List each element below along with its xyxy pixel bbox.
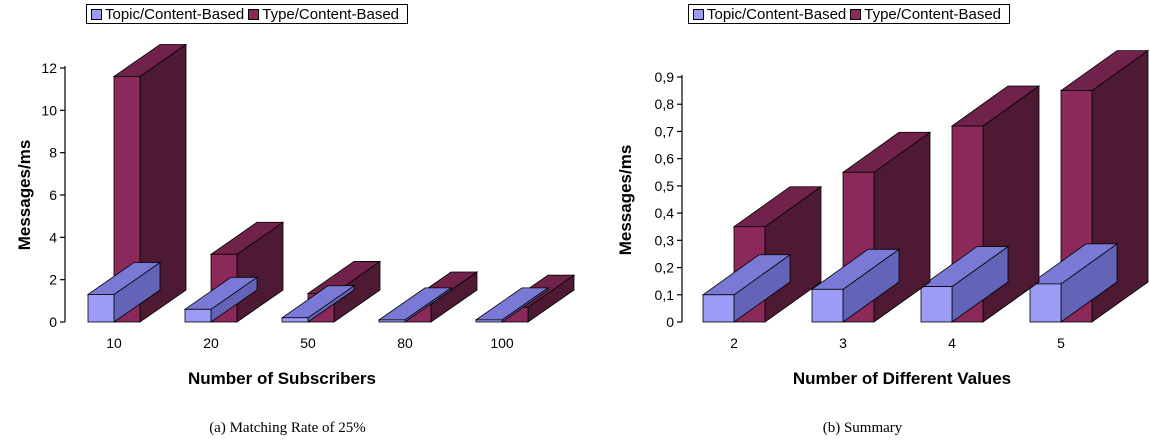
legend-label-topic: Topic/Content-Based bbox=[105, 5, 245, 23]
bar-topic-20-front bbox=[184, 308, 212, 323]
bar-topic-50-front bbox=[281, 317, 309, 323]
y-tick-label: 0 bbox=[49, 314, 57, 330]
x-tick-label: 5 bbox=[1057, 335, 1065, 351]
y-tick-label: 4 bbox=[49, 229, 57, 245]
bar-topic-4-front bbox=[920, 286, 953, 323]
y-axis-title: Messages/ms bbox=[616, 145, 635, 256]
x-tick-label: 4 bbox=[948, 335, 956, 351]
bar-chart-b: 0 0,1 0,2 0,3 0,4 0,5 0,6 0,7 0,8 0,9 2 3 4 5 Number o… bbox=[616, 49, 1150, 388]
legend-a: Topic/Content-Based Type/Content-Based bbox=[86, 4, 409, 24]
legend-swatch-topic bbox=[693, 8, 704, 20]
y-tick-label: 6 bbox=[49, 187, 57, 203]
bar-topic-2 bbox=[701, 254, 792, 323]
x-axis-title: Number of Different Values bbox=[793, 369, 1011, 388]
legend-item-type: Type/Content-Based bbox=[850, 6, 1001, 23]
bar-topic-10-front bbox=[87, 294, 115, 323]
bar-topic-5-front bbox=[1029, 283, 1062, 323]
bar-topic-100 bbox=[474, 287, 550, 323]
bar-topic-3 bbox=[810, 248, 901, 323]
x-tick-label: 100 bbox=[490, 335, 514, 351]
x-axis-title: Number of Subscribers bbox=[188, 369, 376, 388]
x-tick-label: 20 bbox=[203, 335, 219, 351]
y-tick-label: 0,2 bbox=[655, 260, 675, 276]
y-tick-label: 0,4 bbox=[655, 205, 675, 221]
y-tick-label: 10 bbox=[41, 102, 57, 118]
legend-swatch-type bbox=[850, 8, 862, 20]
bar-topic-80-front bbox=[378, 319, 406, 323]
bar-topic-80 bbox=[377, 287, 453, 323]
caption-b: (b) Summary bbox=[822, 420, 903, 436]
chart-panel-b: Topic/Content-Based Type/Content-Based 0… bbox=[575, 0, 1150, 448]
x-tick-label: 3 bbox=[839, 335, 847, 351]
x-tick-label: 50 bbox=[300, 335, 316, 351]
bar-topic-4 bbox=[919, 245, 1010, 323]
y-tick-label: 0,9 bbox=[655, 69, 675, 85]
legend-item-type: Type/Content-Based bbox=[248, 6, 399, 23]
legend-label-type: Type/Content-Based bbox=[864, 5, 1002, 23]
bar-topic-2-front bbox=[702, 294, 735, 323]
bar-topic-50 bbox=[280, 285, 356, 323]
x-tick-label: 2 bbox=[730, 335, 738, 351]
y-tick-label: 0,8 bbox=[655, 96, 675, 112]
bar-topic-10 bbox=[86, 261, 162, 323]
legend-label-type: Type/Content-Based bbox=[262, 5, 400, 23]
legend-swatch-topic bbox=[91, 8, 102, 20]
y-tick-label: 8 bbox=[49, 145, 57, 161]
y-tick-label: 0,3 bbox=[655, 232, 675, 248]
chart-panel-a: Topic/Content-Based Type/Content-Based 0… bbox=[15, 4, 576, 436]
y-axis-title: Messages/ms bbox=[15, 140, 34, 251]
bar-topic-20 bbox=[183, 276, 259, 323]
y-tick-label: 12 bbox=[41, 60, 57, 76]
legend-item-topic: Topic/Content-Based bbox=[693, 6, 846, 23]
legend-item-topic: Topic/Content-Based bbox=[91, 6, 244, 23]
y-tick-label: 0,7 bbox=[655, 123, 675, 139]
y-tick-label: 0,1 bbox=[655, 287, 675, 303]
legend-b: Topic/Content-Based Type/Content-Based bbox=[688, 4, 1011, 24]
y-tick-label: 0,6 bbox=[655, 151, 675, 167]
bar-topic-100-front bbox=[475, 319, 503, 323]
bar-topic-3-front bbox=[811, 288, 844, 323]
x-tick-label: 80 bbox=[397, 335, 413, 351]
bar-chart-a: 0 2 4 6 8 10 12 10 20 50 80 100 Number of Subscriber… bbox=[15, 43, 576, 388]
legend-label-topic: Topic/Content-Based bbox=[707, 5, 847, 23]
y-tick-label: 0 bbox=[666, 314, 674, 330]
caption-a: (a) Matching Rate of 25% bbox=[209, 420, 366, 436]
y-tick-label: 2 bbox=[49, 272, 57, 288]
legend-swatch-type bbox=[248, 8, 260, 20]
bar-topic-5 bbox=[1028, 243, 1119, 323]
y-tick-label: 0,5 bbox=[655, 178, 675, 194]
x-tick-label: 10 bbox=[106, 335, 122, 351]
